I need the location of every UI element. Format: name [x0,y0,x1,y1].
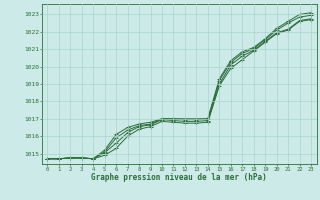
X-axis label: Graphe pression niveau de la mer (hPa): Graphe pression niveau de la mer (hPa) [91,173,267,182]
